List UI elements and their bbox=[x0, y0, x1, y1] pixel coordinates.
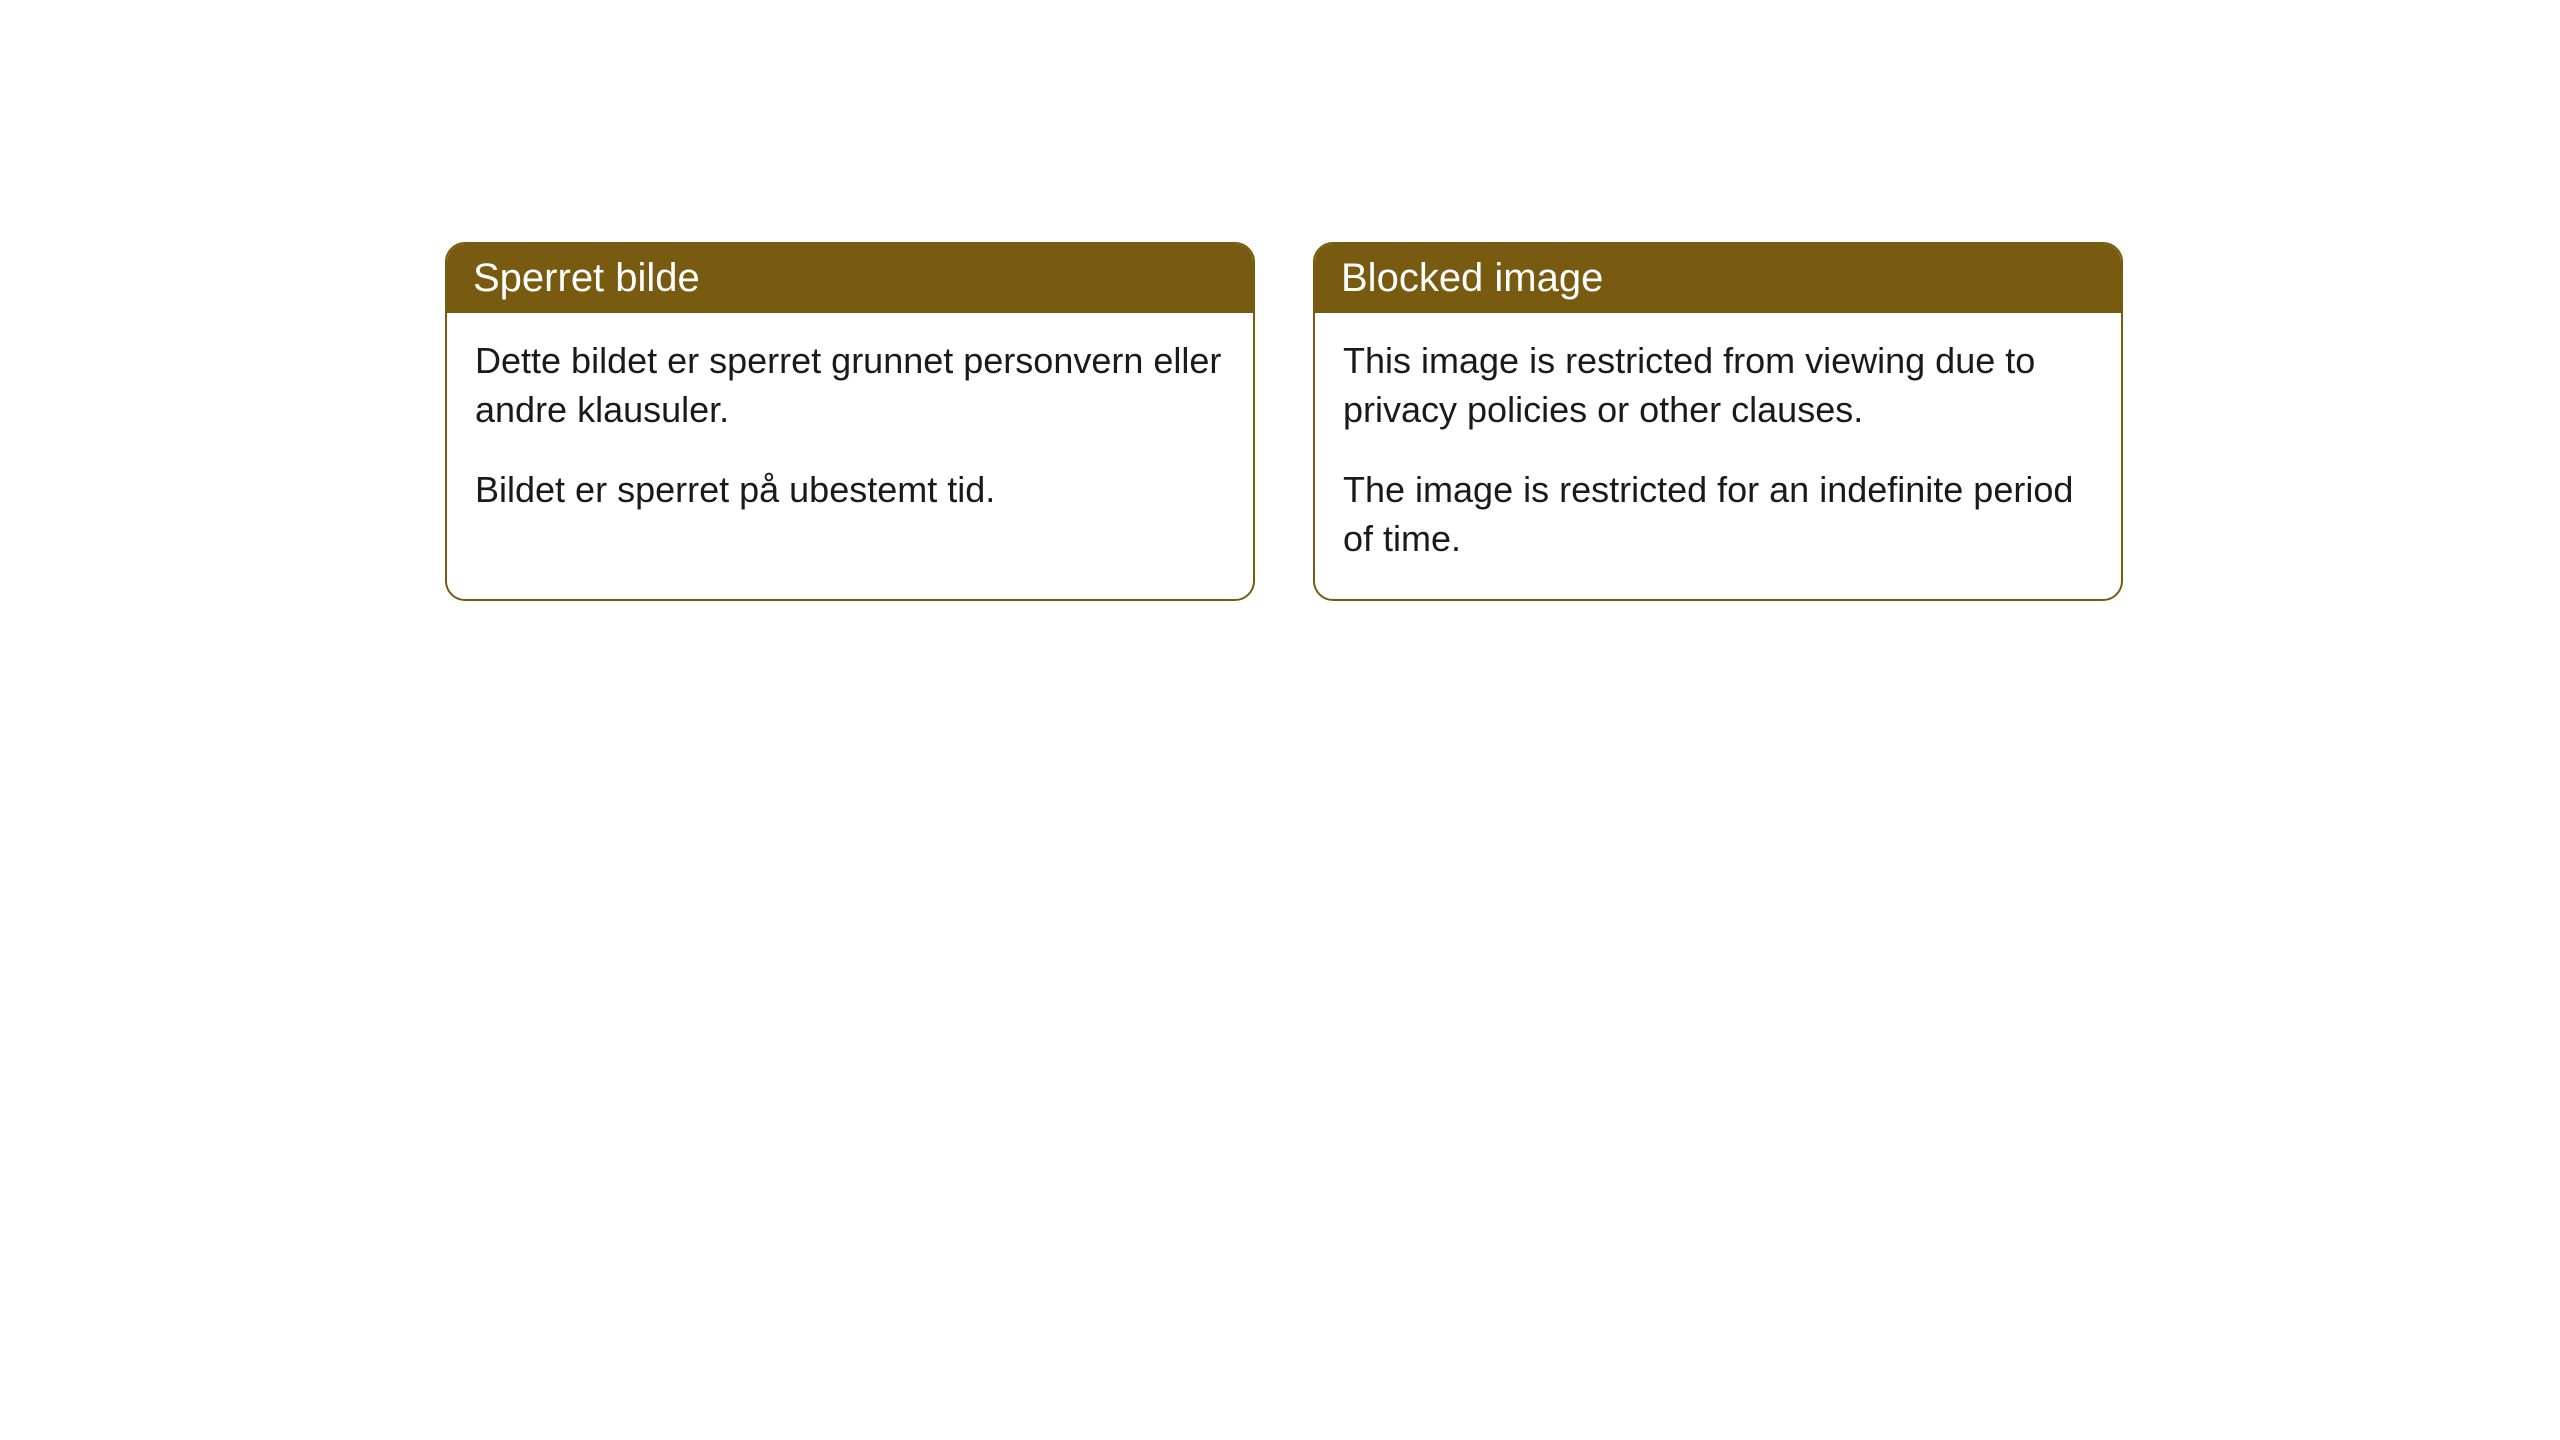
card-body: This image is restricted from viewing du… bbox=[1315, 313, 2121, 599]
card-paragraph: Bildet er sperret på ubestemt tid. bbox=[475, 466, 1225, 515]
card-title: Sperret bilde bbox=[473, 256, 700, 300]
card-header: Blocked image bbox=[1315, 244, 2121, 313]
card-paragraph: This image is restricted from viewing du… bbox=[1343, 337, 2093, 434]
notice-cards-container: Sperret bilde Dette bildet er sperret gr… bbox=[445, 242, 2123, 601]
blocked-image-card-norwegian: Sperret bilde Dette bildet er sperret gr… bbox=[445, 242, 1255, 601]
card-paragraph: Dette bildet er sperret grunnet personve… bbox=[475, 337, 1225, 434]
card-paragraph: The image is restricted for an indefinit… bbox=[1343, 466, 2093, 563]
card-header: Sperret bilde bbox=[447, 244, 1253, 313]
card-title: Blocked image bbox=[1341, 256, 1603, 300]
blocked-image-card-english: Blocked image This image is restricted f… bbox=[1313, 242, 2123, 601]
card-body: Dette bildet er sperret grunnet personve… bbox=[447, 313, 1253, 551]
